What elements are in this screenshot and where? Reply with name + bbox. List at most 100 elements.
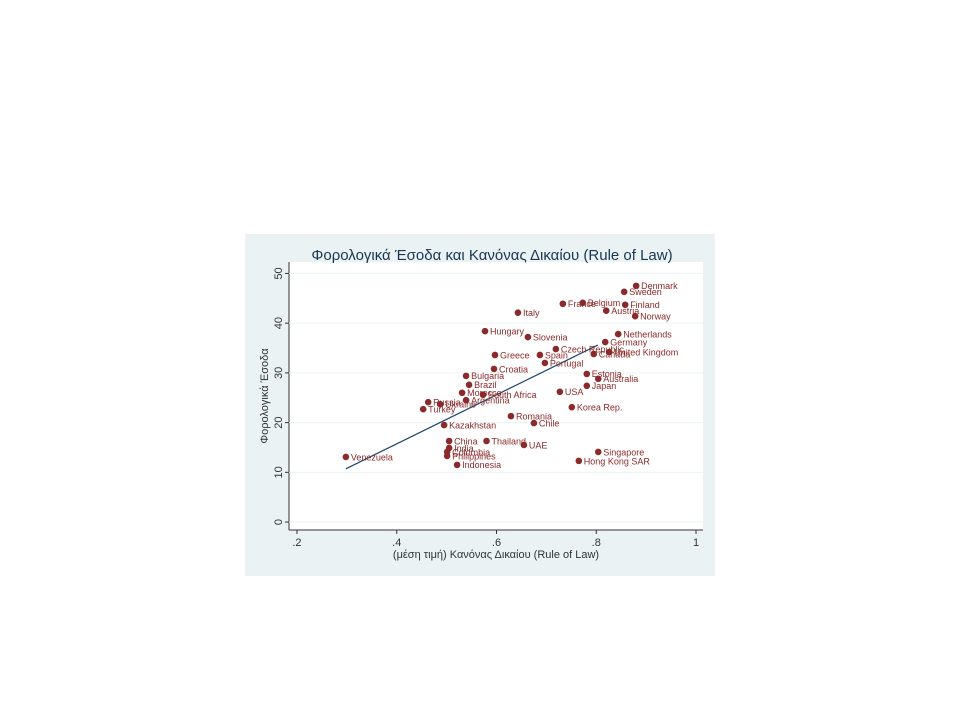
point-label: Turkey [428, 405, 456, 415]
point [605, 348, 613, 356]
y-axis-label: Φορολογικά Έσοδα [259, 348, 271, 444]
y-tick-label: 40 [273, 317, 285, 329]
point-label: Spain [545, 350, 568, 360]
point [443, 452, 451, 460]
point [621, 301, 629, 309]
point-label: Japan [592, 381, 617, 391]
point [483, 437, 490, 445]
point-label: Romania [516, 412, 552, 422]
x-tick-label: .4 [392, 537, 401, 549]
point [541, 359, 549, 367]
point [520, 441, 528, 449]
fit-line [345, 344, 599, 470]
point [524, 333, 532, 341]
point-label: Venezuela [351, 452, 393, 462]
point-label: Denmark [641, 281, 678, 291]
point [342, 453, 350, 461]
point-label: China [454, 436, 478, 446]
point [559, 300, 567, 308]
point-label: Netherlands [623, 329, 672, 339]
point [552, 345, 560, 353]
point [514, 309, 522, 317]
point [507, 412, 515, 420]
y-tick-label: 50 [273, 267, 285, 279]
point-label: Ukraine [445, 400, 476, 410]
point-label: Austria [611, 306, 639, 316]
point-label: Hungary [490, 326, 525, 336]
point [583, 382, 591, 390]
point-label: Australia [603, 374, 638, 384]
point-label: South Africa [488, 390, 537, 400]
point [458, 389, 466, 397]
point-label: Thailand [492, 436, 527, 446]
point-label: USA [565, 387, 584, 397]
point-label: Russia [433, 398, 461, 408]
point [632, 282, 640, 290]
point [583, 370, 591, 378]
point-label: Canada [599, 349, 631, 359]
point [602, 307, 610, 315]
point [453, 461, 461, 469]
y-tick-label: 30 [273, 367, 285, 379]
point [462, 396, 470, 404]
point-label: Finland [630, 300, 660, 310]
point [594, 375, 602, 383]
point [614, 330, 622, 338]
point-label: Belgium [588, 298, 621, 308]
point [620, 288, 628, 296]
point-label: Bulgaria [471, 371, 504, 381]
x-axis-label: (μέση τιμή) Κανόνας Δικαίου (Rule of Law… [393, 549, 599, 561]
point-label: Colombia [452, 447, 490, 457]
point [490, 365, 498, 373]
x-tick-label: .8 [592, 537, 601, 549]
point-label: Estonia [592, 369, 622, 379]
point [575, 457, 583, 465]
point [631, 312, 639, 320]
point-label: France [568, 299, 596, 309]
chart-title: Φορολογικά Έσοδα και Κανόνας Δικαίου (Ru… [311, 247, 672, 264]
point-label: Korea Rep. [577, 403, 623, 413]
x-tick-label: .2 [292, 537, 301, 549]
point [465, 381, 473, 389]
point-label: Argentina [471, 396, 510, 406]
point-label: Philippines [452, 451, 496, 461]
point [424, 398, 432, 406]
y-tick-label: 0 [273, 519, 285, 525]
point-label: Portugal [550, 358, 584, 368]
point-label: Czech Republic [561, 344, 625, 354]
point-label: Croatia [499, 364, 528, 374]
point [536, 351, 544, 359]
point-label: Singapore [603, 447, 644, 457]
point [436, 400, 444, 408]
point-label: Chile [539, 418, 560, 428]
x-tick-label: 1 [693, 537, 699, 549]
point [481, 327, 489, 335]
y-tick-label: 10 [273, 466, 285, 478]
point [419, 405, 427, 413]
point-label: Brazil [474, 380, 497, 390]
point [445, 437, 453, 445]
point [568, 403, 576, 411]
point-label: Greece [500, 350, 530, 360]
point-label: UAE [529, 440, 548, 450]
plot-area [289, 262, 703, 530]
point [556, 388, 564, 396]
x-tick-label: .6 [492, 537, 501, 549]
point-label: Germany [610, 337, 648, 347]
point-label: Norway [640, 312, 671, 322]
point [579, 299, 587, 307]
point-label: India [454, 443, 474, 453]
point-label: Kazakhstan [449, 420, 496, 430]
point [590, 350, 598, 358]
point [594, 448, 602, 456]
point-label: Italy [523, 308, 540, 318]
point-label: Sweden [629, 287, 662, 297]
point-label: Slovenia [533, 332, 568, 342]
point-label: Hong Kong SAR [584, 456, 651, 466]
point [491, 351, 499, 359]
point [440, 421, 448, 429]
point [530, 419, 538, 427]
y-tick-label: 20 [273, 416, 285, 428]
